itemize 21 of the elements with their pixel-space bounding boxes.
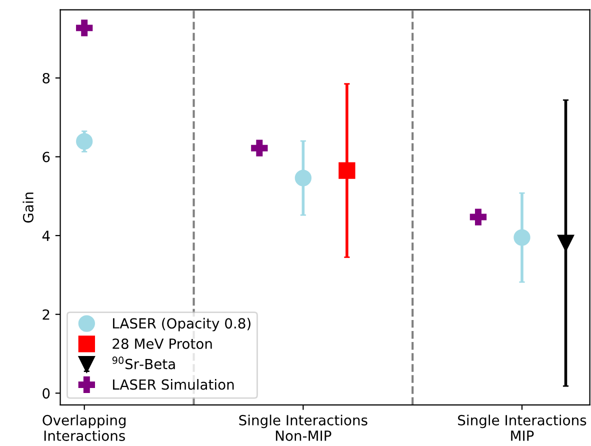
y-tick-label: 8 (42, 72, 50, 84)
legend-label: LASER Simulation (113, 379, 234, 390)
point (557, 234, 574, 252)
y-tick-label: 6 (42, 152, 50, 162)
point (76, 20, 93, 36)
legend-label: LASER (Opacity 0.8) (113, 318, 250, 332)
point (470, 208, 487, 226)
y-tick-label: 2 (42, 309, 50, 320)
point (338, 162, 356, 179)
y-axis-title: Gain (22, 192, 34, 223)
point (294, 170, 312, 186)
x-tick-label: Single Interactions Non-MIP (239, 414, 368, 441)
x-tick-label: Overlapping Interactions (42, 414, 126, 441)
legend-label: 28 MeV Proton (112, 338, 212, 350)
legend-label: $^{90}$Sr-Beta (112, 356, 175, 370)
point (514, 229, 530, 246)
point (76, 133, 93, 150)
point (251, 140, 268, 156)
y-tick-label: 4 (42, 230, 50, 241)
x-tick-label: Single Interactions MIP (458, 414, 586, 441)
y-tick-label: 0 (42, 388, 50, 399)
